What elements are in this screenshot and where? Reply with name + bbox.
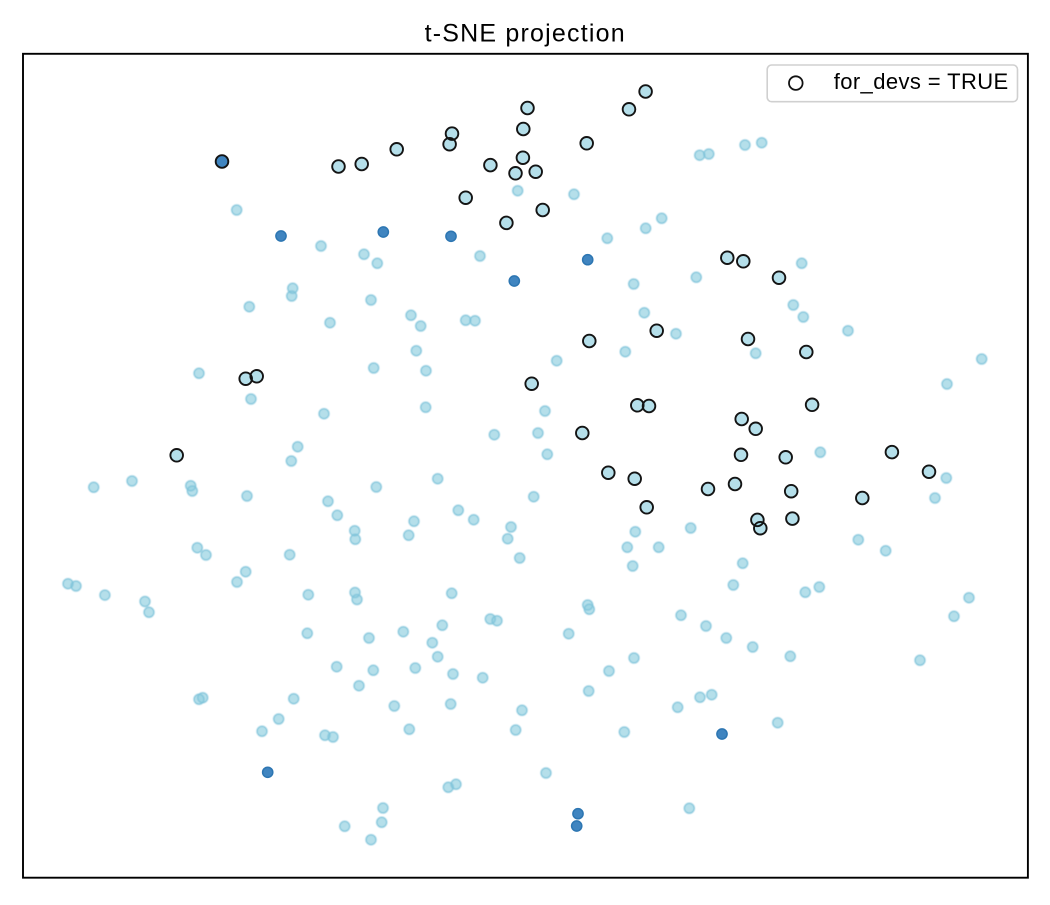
svg-text:t-SNE projection: t-SNE projection [425,19,626,47]
svg-text:for_devs = TRUE: for_devs = TRUE [834,69,1009,94]
